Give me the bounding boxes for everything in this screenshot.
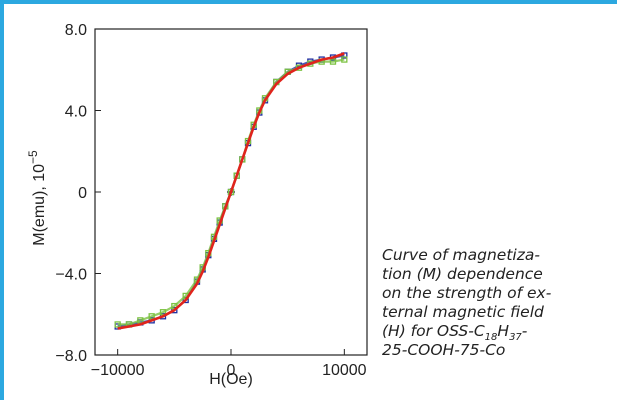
caption-line: ternal magnetic field [382,303,544,321]
caption-line: on the strength of ex- [382,284,552,302]
data-point-1 [159,309,167,316]
y-tick-label: −8.0 [55,348,87,365]
chart-svg: −10000 0 10000 −8.0 −4.0 0 4.0 8.0 H(Oe) M(emu)… [26,22,368,388]
x-tick-label: 10000 [322,362,367,379]
caption-text: - [521,322,528,340]
caption-line: 25-COOH-75-Co [382,341,506,359]
y-tick-label: 8.0 [65,22,87,39]
caption-line: (H) for OSS-C18H37- [382,322,607,344]
caption-subscript: 37 [509,332,522,344]
y-tick-label: 4.0 [65,104,87,121]
caption-line: tion (M) dependence [382,265,543,283]
y-axis-label-text: M(emu), 10 [31,164,48,246]
data-point-0 [182,296,189,304]
y-tick-label: −4.0 [55,267,87,284]
figure-caption: Curve of magnetiza- tion (M) dependence … [382,246,607,360]
fit-curve [117,52,345,330]
x-axis-label: H(Oe) [209,371,253,388]
data-point-1 [137,317,144,324]
data-point-1 [114,321,121,328]
data-point-1 [148,313,155,320]
x-tick-label: −10000 [91,362,145,379]
caption-text: H [497,322,510,340]
caption-subscript: 18 [484,332,498,344]
caption-text: (H) for OSS-C [382,322,485,340]
x-tick-label: 0 [227,362,236,379]
y-tick-label: 0 [78,185,87,202]
data-point-1 [341,56,348,63]
y-axis-label-exponent: −5 [26,150,40,164]
y-axis-label: M(emu), 10−5 [26,150,48,246]
caption-line: Curve of magnetiza- [382,246,540,264]
magnetization-chart: −10000 0 10000 −8.0 −4.0 0 4.0 8.0 H(Oe) M(emu)… [6,8,376,388]
data-point-1 [329,58,337,65]
